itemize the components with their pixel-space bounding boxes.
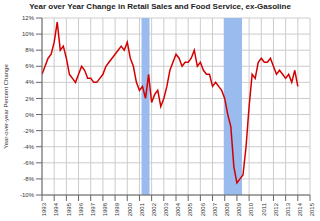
svg-text:-4%: -4% bbox=[23, 144, 34, 150]
svg-text:1998: 1998 bbox=[102, 202, 108, 216]
svg-text:2013: 2013 bbox=[285, 202, 291, 216]
svg-text:1995: 1995 bbox=[66, 202, 72, 216]
svg-text:2000: 2000 bbox=[127, 202, 133, 216]
svg-text:0%: 0% bbox=[25, 112, 34, 118]
svg-text:2014: 2014 bbox=[297, 202, 303, 216]
html-text:Year over Year Change in Retai: Year over Year Change in Retail Sales an… bbox=[29, 2, 291, 11]
svg-text:2%: 2% bbox=[25, 96, 34, 102]
svg-text:1999: 1999 bbox=[114, 202, 120, 216]
svg-text:2005: 2005 bbox=[187, 202, 193, 216]
svg-text:2007: 2007 bbox=[212, 202, 218, 216]
svg-text:2015: 2015 bbox=[309, 202, 312, 216]
svg-text:6%: 6% bbox=[25, 63, 34, 69]
svg-text:12%: 12% bbox=[22, 15, 35, 21]
svg-text:4%: 4% bbox=[25, 79, 34, 85]
svg-text:-8%: -8% bbox=[23, 176, 34, 182]
svg-text:2010: 2010 bbox=[248, 202, 254, 216]
svg-text:2011: 2011 bbox=[261, 202, 267, 216]
svg-text:2009: 2009 bbox=[236, 202, 242, 216]
svg-text:1994: 1994 bbox=[53, 202, 59, 216]
svg-text:Year-over-year Percent Change: Year-over-year Percent Change bbox=[8, 64, 9, 149]
svg-text:-2%: -2% bbox=[23, 128, 34, 134]
svg-text:1997: 1997 bbox=[90, 202, 96, 216]
svg-text:8%: 8% bbox=[25, 47, 34, 53]
svg-text:2004: 2004 bbox=[175, 202, 181, 216]
svg-text:2008: 2008 bbox=[224, 202, 230, 216]
svg-text:10%: 10% bbox=[22, 31, 35, 37]
svg-text:2012: 2012 bbox=[273, 202, 279, 216]
svg-text:2002: 2002 bbox=[151, 202, 157, 216]
svg-text:1996: 1996 bbox=[78, 202, 84, 216]
svg-text:-6%: -6% bbox=[23, 160, 34, 166]
svg-text:-10%: -10% bbox=[20, 192, 35, 198]
svg-text:1993: 1993 bbox=[41, 202, 47, 216]
svg-text:2003: 2003 bbox=[163, 202, 169, 216]
svg-text:2006: 2006 bbox=[200, 202, 206, 216]
svg-text:2001: 2001 bbox=[139, 202, 145, 216]
